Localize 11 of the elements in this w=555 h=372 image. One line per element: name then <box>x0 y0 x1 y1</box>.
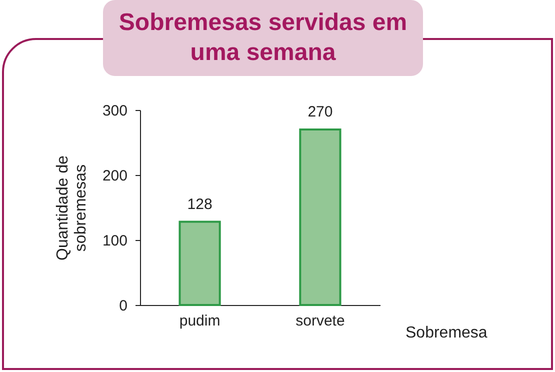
y-axis-title: Quantidade de sobremesas <box>54 155 90 260</box>
x-tick-label: sorvete <box>296 312 345 330</box>
y-tick-label: 0 <box>119 298 128 314</box>
data-label: 128 <box>187 196 212 213</box>
y-tick-label: 200 <box>102 168 128 184</box>
x-tick-label: pudim <box>179 312 220 330</box>
data-label: 270 <box>308 104 333 120</box>
x-axis-title: Sobremesa <box>406 324 488 342</box>
chart-title: Sobremesas servidas em uma semana <box>103 0 423 76</box>
y-tick-label: 100 <box>102 232 128 250</box>
y-tick-label: 300 <box>102 102 128 120</box>
